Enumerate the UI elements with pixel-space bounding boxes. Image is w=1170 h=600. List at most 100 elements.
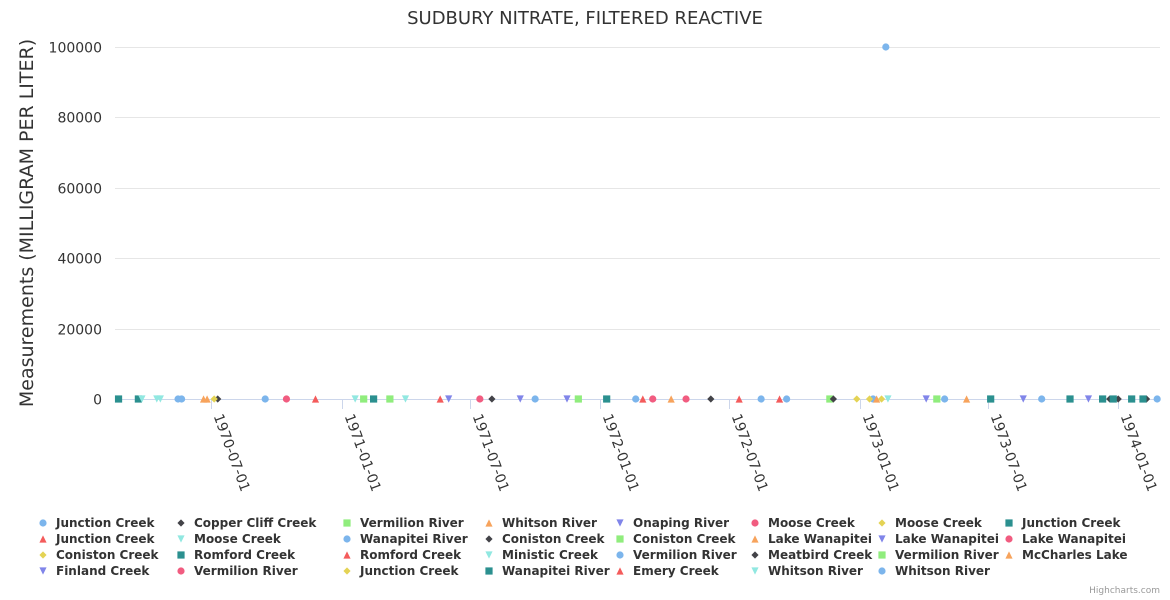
- legend-item[interactable]: Junction Creek: [342, 563, 484, 579]
- legend-marker[interactable]: [751, 535, 759, 543]
- legend-item[interactable]: Moose Creek: [877, 515, 1004, 531]
- data-point[interactable]: [735, 395, 743, 403]
- legend-marker[interactable]: [751, 519, 759, 527]
- legend-marker[interactable]: [177, 535, 185, 543]
- data-point[interactable]: [877, 395, 886, 403]
- data-point[interactable]: [436, 395, 444, 403]
- legend-marker[interactable]: [39, 535, 47, 543]
- data-point[interactable]: [1109, 395, 1117, 403]
- legend-item[interactable]: Moose Creek: [750, 515, 877, 531]
- data-point[interactable]: [775, 395, 784, 403]
- legend-item[interactable]: Lake Wanapitei: [1004, 531, 1154, 547]
- data-point[interactable]: [649, 395, 657, 403]
- data-point[interactable]: [156, 395, 164, 403]
- data-point[interactable]: [360, 395, 368, 403]
- data-point[interactable]: [941, 395, 949, 403]
- data-point[interactable]: [401, 395, 410, 403]
- data-point[interactable]: [1099, 395, 1107, 403]
- legend-marker[interactable]: [343, 551, 351, 559]
- points-layer[interactable]: [114, 43, 1161, 403]
- data-point[interactable]: [563, 395, 571, 403]
- legend-marker[interactable]: [177, 567, 185, 575]
- data-point[interactable]: [603, 395, 611, 403]
- data-point[interactable]: [1038, 395, 1046, 403]
- legend-item[interactable]: Coniston Creek: [38, 547, 176, 563]
- data-point[interactable]: [203, 395, 211, 403]
- data-point[interactable]: [922, 395, 930, 403]
- legend-marker[interactable]: [343, 519, 351, 527]
- legend-marker[interactable]: [1005, 535, 1013, 543]
- legend-marker[interactable]: [878, 567, 886, 575]
- legend-item[interactable]: Romford Creek: [342, 547, 484, 563]
- data-point[interactable]: [865, 395, 874, 403]
- legend-item[interactable]: Vermilion River: [176, 563, 342, 579]
- data-point[interactable]: [884, 395, 892, 403]
- legend-item[interactable]: Whitson River: [750, 563, 877, 579]
- data-point[interactable]: [114, 395, 123, 403]
- legend-marker[interactable]: [616, 535, 624, 543]
- legend-item[interactable]: Romford Creek: [176, 547, 342, 563]
- data-point[interactable]: [1084, 395, 1093, 403]
- legend-item[interactable]: Junction Creek: [38, 515, 176, 531]
- data-point[interactable]: [282, 395, 291, 403]
- legend-item[interactable]: Whitson River: [484, 515, 615, 531]
- data-point[interactable]: [177, 395, 186, 403]
- data-point[interactable]: [351, 395, 359, 403]
- legend-item[interactable]: Emery Creek: [615, 563, 750, 579]
- data-point[interactable]: [574, 395, 582, 403]
- legend-marker[interactable]: [485, 551, 493, 559]
- legend-marker[interactable]: [616, 519, 624, 527]
- legend-marker[interactable]: [343, 567, 351, 575]
- data-point[interactable]: [682, 395, 690, 403]
- data-point[interactable]: [882, 43, 890, 51]
- legend-item[interactable]: Onaping River: [615, 515, 750, 531]
- legend-item[interactable]: Finland Creek: [38, 563, 176, 579]
- legend-marker[interactable]: [485, 535, 493, 543]
- data-point[interactable]: [386, 395, 394, 403]
- legend-item[interactable]: Junction Creek: [38, 531, 176, 547]
- data-point[interactable]: [667, 395, 675, 403]
- data-point[interactable]: [134, 395, 142, 403]
- data-point[interactable]: [1066, 395, 1074, 403]
- legend-marker[interactable]: [878, 519, 886, 527]
- legend-marker[interactable]: [343, 535, 351, 543]
- legend-marker[interactable]: [39, 567, 47, 575]
- data-point[interactable]: [476, 395, 484, 403]
- data-point[interactable]: [783, 395, 791, 403]
- data-point[interactable]: [369, 395, 378, 403]
- legend-item[interactable]: Wanapitei River: [342, 531, 484, 547]
- data-point[interactable]: [987, 395, 995, 403]
- legend-marker[interactable]: [39, 519, 47, 527]
- data-point[interactable]: [757, 395, 765, 403]
- data-point[interactable]: [933, 395, 941, 403]
- legend-marker[interactable]: [751, 551, 759, 559]
- legend-item[interactable]: Coniston Creek: [615, 531, 750, 547]
- legend-item[interactable]: Vermilion River: [615, 547, 750, 563]
- legend-marker[interactable]: [751, 567, 759, 575]
- legend-item[interactable]: Whitson River: [877, 563, 1004, 579]
- data-point[interactable]: [516, 395, 524, 403]
- legend-item[interactable]: Coniston Creek: [484, 531, 615, 547]
- legend-marker[interactable]: [1005, 551, 1013, 559]
- legend-item[interactable]: Lake Wanapitei: [750, 531, 877, 547]
- legend-marker[interactable]: [39, 551, 47, 559]
- legend-marker[interactable]: [485, 567, 493, 575]
- legend-item[interactable]: Vermilion River: [342, 515, 484, 531]
- legend-item[interactable]: Wanapitei River: [484, 563, 615, 579]
- data-point[interactable]: [1153, 395, 1161, 403]
- data-point[interactable]: [632, 395, 640, 403]
- legend-item[interactable]: Junction Creek: [1004, 515, 1154, 531]
- data-point[interactable]: [1019, 395, 1027, 403]
- data-point[interactable]: [1128, 395, 1136, 403]
- legend-item[interactable]: McCharles Lake: [1004, 547, 1154, 563]
- legend-item[interactable]: Lake Wanapitei: [877, 531, 1004, 547]
- legend-marker[interactable]: [616, 551, 624, 559]
- credits-link[interactable]: Highcharts.com: [1089, 586, 1160, 596]
- data-point[interactable]: [531, 395, 539, 403]
- data-point[interactable]: [639, 395, 647, 403]
- legend-item[interactable]: Vermilion River: [877, 547, 1004, 563]
- data-point[interactable]: [138, 395, 146, 403]
- legend-item[interactable]: Meatbird Creek: [750, 547, 877, 563]
- legend-marker[interactable]: [878, 535, 886, 543]
- data-point[interactable]: [829, 395, 837, 403]
